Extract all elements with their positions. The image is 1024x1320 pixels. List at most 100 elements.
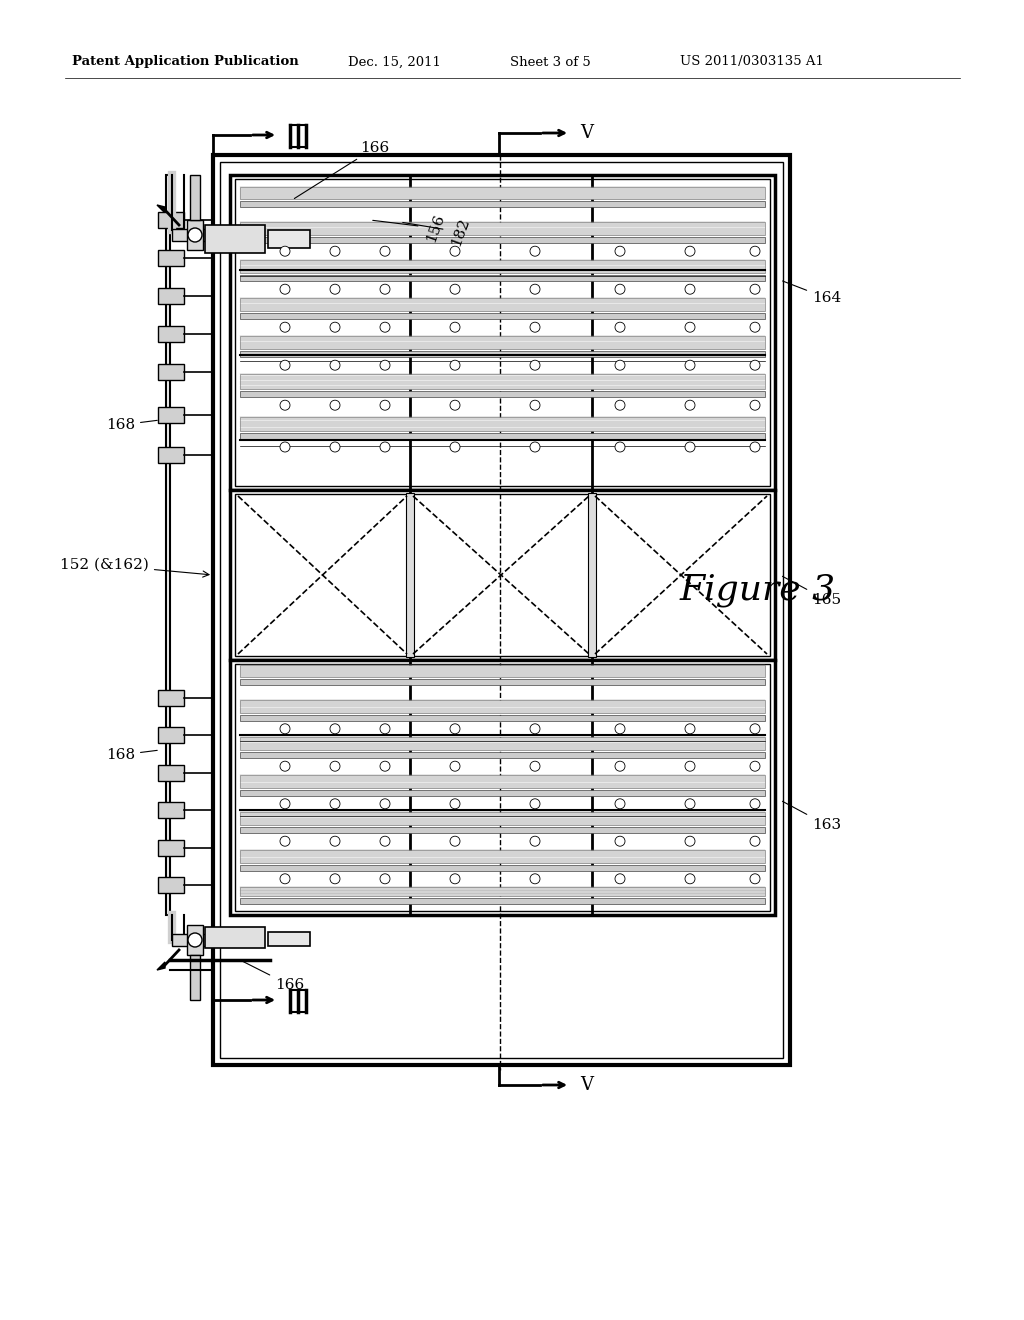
Circle shape — [685, 762, 695, 771]
Circle shape — [380, 874, 390, 884]
Circle shape — [330, 322, 340, 333]
Text: V: V — [580, 1076, 593, 1094]
Bar — [158, 447, 184, 463]
Circle shape — [615, 360, 625, 370]
Bar — [220, 162, 783, 1059]
Circle shape — [380, 442, 390, 451]
Bar — [240, 201, 765, 207]
Bar — [240, 665, 765, 677]
Bar — [158, 727, 184, 743]
Circle shape — [330, 442, 340, 451]
Circle shape — [530, 442, 540, 451]
Circle shape — [330, 284, 340, 294]
Bar — [240, 238, 765, 243]
Bar — [205, 224, 265, 253]
Bar — [240, 775, 765, 788]
Circle shape — [750, 723, 760, 734]
Circle shape — [330, 762, 340, 771]
Bar — [172, 228, 240, 242]
Bar — [158, 876, 184, 894]
Circle shape — [685, 322, 695, 333]
Circle shape — [615, 874, 625, 884]
Circle shape — [450, 874, 460, 884]
Circle shape — [750, 442, 760, 451]
Bar — [158, 840, 184, 855]
Circle shape — [380, 723, 390, 734]
Circle shape — [280, 836, 290, 846]
Circle shape — [615, 762, 625, 771]
Bar — [213, 154, 790, 1065]
Circle shape — [685, 799, 695, 809]
Bar — [234, 180, 770, 486]
Circle shape — [530, 874, 540, 884]
Circle shape — [280, 284, 290, 294]
Circle shape — [450, 400, 460, 411]
Bar — [172, 935, 240, 946]
Bar — [230, 490, 775, 660]
Bar — [205, 927, 265, 948]
Text: Sheet 3 of 5: Sheet 3 of 5 — [510, 55, 591, 69]
Bar — [240, 789, 765, 796]
Circle shape — [530, 723, 540, 734]
Bar — [234, 494, 770, 656]
Bar — [158, 766, 184, 781]
Text: 166: 166 — [243, 961, 304, 993]
Circle shape — [450, 247, 460, 256]
Bar — [166, 176, 170, 915]
Bar — [240, 187, 765, 199]
Circle shape — [615, 400, 625, 411]
Bar — [158, 803, 184, 818]
Text: 166: 166 — [294, 141, 389, 198]
Text: 156: 156 — [373, 213, 446, 244]
Bar — [158, 364, 184, 380]
Circle shape — [450, 799, 460, 809]
Bar — [240, 678, 765, 685]
Text: 168: 168 — [105, 748, 158, 762]
Circle shape — [188, 933, 202, 946]
Circle shape — [530, 322, 540, 333]
Bar — [240, 812, 765, 825]
Circle shape — [750, 799, 760, 809]
Circle shape — [615, 799, 625, 809]
Bar — [158, 407, 184, 422]
Circle shape — [750, 284, 760, 294]
Circle shape — [530, 284, 540, 294]
Circle shape — [685, 723, 695, 734]
Circle shape — [330, 360, 340, 370]
Circle shape — [280, 360, 290, 370]
Circle shape — [330, 400, 340, 411]
Bar — [234, 664, 770, 911]
Text: 168: 168 — [105, 418, 158, 432]
Bar — [240, 433, 765, 440]
Bar — [240, 417, 765, 432]
Circle shape — [380, 836, 390, 846]
Circle shape — [380, 247, 390, 256]
Circle shape — [685, 836, 695, 846]
Text: 165: 165 — [782, 577, 841, 607]
Bar — [240, 737, 765, 750]
Text: 152 (&162): 152 (&162) — [60, 558, 209, 577]
Bar — [268, 230, 310, 248]
Bar — [240, 887, 765, 896]
Bar — [240, 865, 765, 871]
Bar — [240, 260, 765, 273]
Text: Dec. 15, 2011: Dec. 15, 2011 — [348, 55, 441, 69]
Circle shape — [330, 247, 340, 256]
Bar — [230, 660, 775, 915]
Circle shape — [685, 360, 695, 370]
Bar — [158, 213, 184, 228]
Text: V: V — [580, 124, 593, 143]
Bar — [240, 298, 765, 312]
Circle shape — [330, 874, 340, 884]
Bar — [190, 176, 200, 220]
Bar — [158, 690, 184, 706]
Circle shape — [750, 836, 760, 846]
Text: Figure 3: Figure 3 — [680, 573, 837, 607]
Text: 164: 164 — [782, 281, 842, 305]
Circle shape — [330, 799, 340, 809]
Circle shape — [450, 723, 460, 734]
Circle shape — [380, 799, 390, 809]
Circle shape — [450, 442, 460, 451]
Bar — [240, 898, 765, 904]
Bar — [230, 176, 775, 490]
